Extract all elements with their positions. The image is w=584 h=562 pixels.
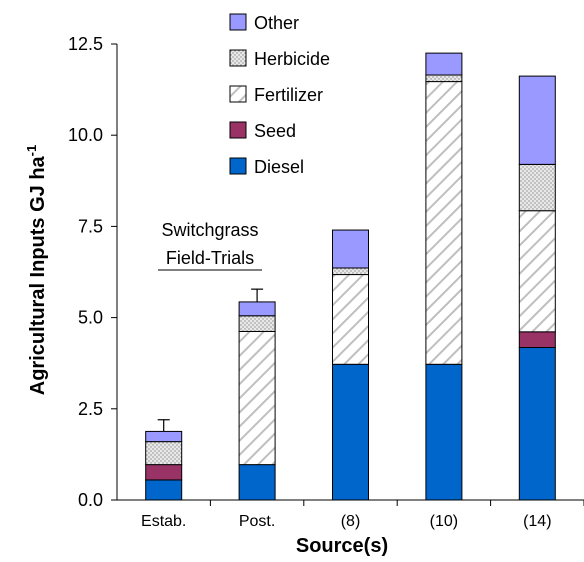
y-axis-title: Agricultural Inputs GJ ha-1 (24, 145, 49, 395)
legend-label-diesel: Diesel (254, 157, 304, 177)
legend: Other Herbicide Fertilizer Seed Diesel (229, 13, 330, 177)
legend-label-herbicide: Herbicide (254, 49, 330, 69)
bar-segment-herbicide (238, 315, 276, 332)
bar-segment-diesel (332, 363, 369, 501)
bar-segment-diesel (425, 363, 463, 501)
legend-swatch-herbicide (229, 49, 247, 67)
y-tick-label: 5.0 (78, 308, 103, 328)
bar-segment-other (518, 75, 556, 165)
legend-label-other: Other (254, 13, 299, 33)
bar-segment-other (238, 301, 276, 317)
bar-segment-diesel (145, 479, 183, 501)
bar-segment-other (425, 52, 463, 76)
y-tick-label: 12.5 (68, 34, 103, 54)
bar-segment-seed (145, 464, 183, 481)
y-axis-title-superscript: -1 (24, 145, 39, 157)
x-category-label: (8) (341, 513, 361, 530)
bar-segment-other (332, 229, 369, 269)
legend-swatch-seed (229, 121, 247, 139)
bar-segment-fertilizer (425, 81, 463, 365)
legend-swatch-other (229, 13, 247, 31)
bar-segment-fertilizer (518, 210, 556, 333)
annotation-line-2: Field-Trials (166, 248, 254, 268)
y-axis-ticks: 0.0 2.5 5.0 7.5 10.0 12.5 (68, 34, 117, 510)
x-category-label: Estab. (141, 513, 186, 530)
bar-segment-diesel (238, 464, 276, 501)
annotation-line-1: Switchgrass (161, 220, 258, 240)
bar-segment-fertilizer (238, 330, 276, 466)
bar-segment-herbicide (518, 163, 556, 212)
error-bars (157, 288, 264, 432)
x-category-label: Post. (239, 513, 275, 530)
bar-segment-fertilizer (332, 274, 369, 365)
x-category-label: (10) (430, 513, 458, 530)
legend-swatch-diesel (229, 157, 247, 175)
bar-segment-herbicide (332, 267, 369, 276)
legend-swatch-fertilizer (229, 85, 247, 103)
legend-label-fertilizer: Fertilizer (254, 85, 323, 105)
y-tick-label: 2.5 (78, 399, 103, 419)
bar-segment-other (145, 430, 183, 443)
bar-segment-herbicide (145, 441, 183, 466)
x-category-label: (14) (523, 513, 551, 530)
y-tick-label: 10.0 (68, 125, 103, 145)
bar-segment-herbicide (425, 74, 463, 83)
bar-segment-seed (518, 331, 556, 349)
x-axis-title: Source(s) (296, 535, 388, 557)
legend-label-seed: Seed (254, 121, 296, 141)
bars (145, 52, 556, 501)
y-tick-label: 7.5 (78, 216, 103, 236)
x-axis-categories: Estab. Post. (8) (10) (14) (141, 500, 584, 530)
y-tick-label: 0.0 (78, 490, 103, 510)
bar-segment-diesel (518, 347, 556, 501)
